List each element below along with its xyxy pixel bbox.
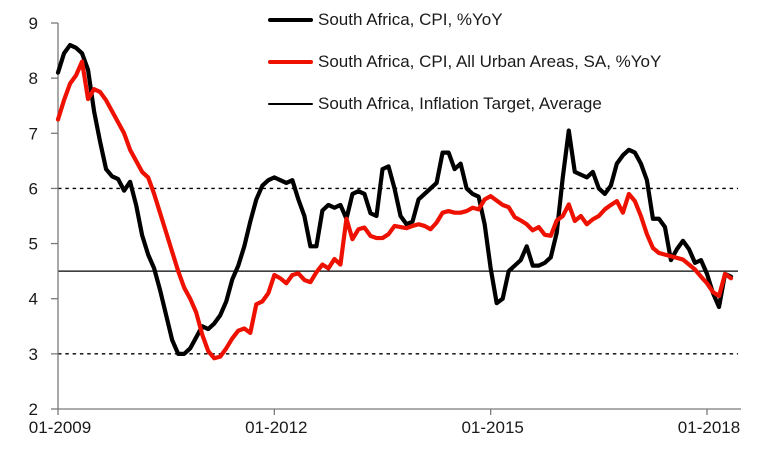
y-tick-label-8: 8 — [29, 69, 38, 88]
chart-legend: South Africa, CPI, %YoY South Africa, CP… — [268, 10, 662, 138]
legend-label-cpi: South Africa, CPI, %YoY — [318, 10, 503, 29]
legend-item-inflation-target: South Africa, Inflation Target, Average — [268, 94, 661, 113]
legend-label-cpi-sa: South Africa, CPI, All Urban Areas, SA, … — [318, 52, 662, 71]
y-tick-label-7: 7 — [29, 124, 38, 143]
y-tick-label-2: 2 — [29, 400, 38, 419]
x-tick-label-01-2009: 01-2009 — [29, 418, 91, 437]
series-line-cpi — [55, 42, 734, 356]
y-tick-label-4: 4 — [29, 290, 38, 309]
series-line-cpi-sa — [55, 59, 734, 361]
y-tick-label-5: 5 — [29, 235, 38, 254]
legend-label-inflation-target: South Africa, Inflation Target, Average — [318, 94, 602, 113]
y-tick-label-9: 9 — [29, 14, 38, 33]
x-tick-label-01-2012: 01-2012 — [245, 418, 307, 437]
cpi-line-sample — [268, 18, 313, 22]
y-tick-label-6: 6 — [29, 179, 38, 198]
inflation-target-line-sample — [268, 103, 313, 105]
legend-item-cpi-sa: South Africa, CPI, All Urban Areas, SA, … — [268, 52, 662, 71]
legend-item-cpi: South Africa, CPI, %YoY — [268, 10, 661, 29]
x-tick-label-01-2018: 01-2018 — [678, 418, 740, 437]
x-tick-label-01-2015: 01-2015 — [461, 418, 523, 437]
cpi-sa-line-sample — [268, 60, 313, 64]
y-tick-label-3: 3 — [29, 345, 38, 364]
